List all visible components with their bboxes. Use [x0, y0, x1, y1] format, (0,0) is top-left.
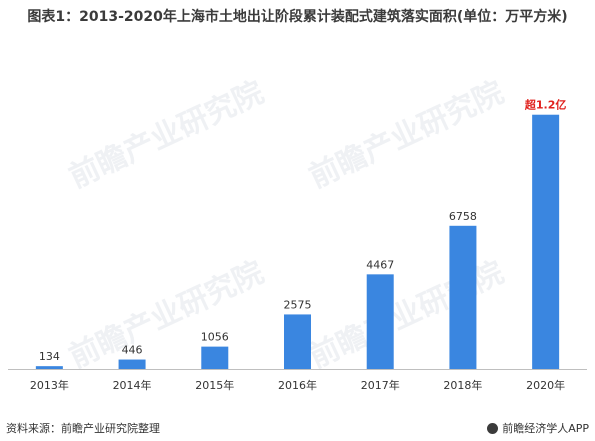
data-label: 134	[39, 350, 60, 363]
bar	[284, 314, 311, 369]
brand-label: 前瞻经济学人APP	[502, 422, 589, 435]
x-tick-label: 2013年	[30, 378, 69, 392]
bar	[35, 366, 63, 369]
data-label: 446	[122, 344, 143, 357]
x-tick-label: 2018年	[443, 378, 482, 392]
x-tick-label: 2015年	[195, 378, 234, 392]
bar	[366, 274, 394, 369]
data-label: 4467	[366, 258, 394, 271]
brand-logo-icon	[487, 422, 499, 434]
bar	[118, 359, 146, 369]
chart-title: 图表1：2013-2020年上海市土地出让阶段累计装配式建筑落实面积(单位：万平…	[27, 9, 568, 25]
data-label: 2575	[284, 298, 312, 311]
x-tick-label: 2016年	[278, 378, 317, 392]
bar	[449, 225, 477, 369]
bar	[201, 346, 229, 369]
data-label: 6758	[449, 210, 477, 223]
x-tick-label: 2017年	[361, 378, 400, 392]
data-label: 超1.2亿	[524, 98, 567, 112]
x-tick-label: 2020年	[526, 378, 565, 392]
data-label: 1056	[201, 331, 229, 344]
brand-credit: 前瞻经济学人APP	[487, 420, 589, 436]
source-note: 资料来源：前瞻产业研究院整理	[6, 422, 160, 435]
bar	[532, 114, 560, 369]
x-tick-label: 2014年	[113, 378, 152, 392]
